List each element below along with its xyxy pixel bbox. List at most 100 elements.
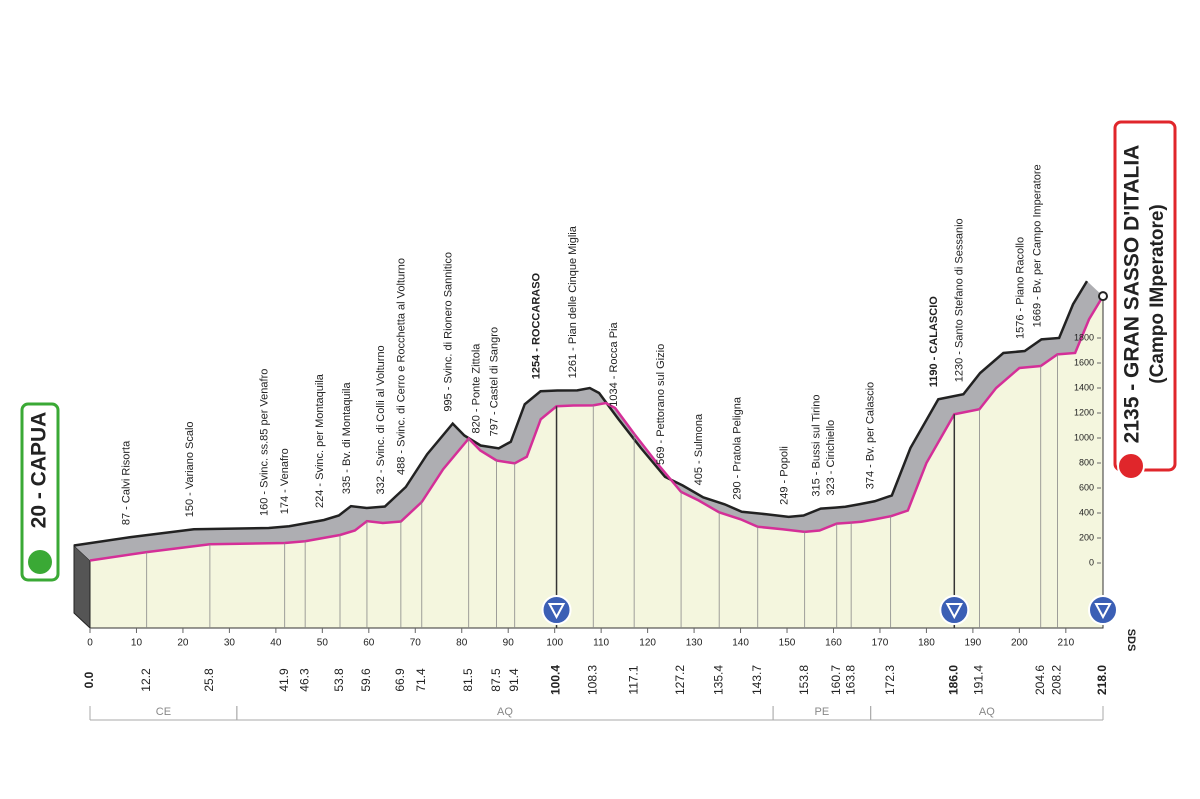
climb-circle <box>1088 595 1118 625</box>
waypoint-name: 290 - Pratola Peligna <box>732 396 744 500</box>
x-tick-label: 110 <box>593 638 609 649</box>
waypoint-km: 172.3 <box>883 665 897 695</box>
x-tick-label: 140 <box>732 638 749 649</box>
waypoint-km: 71.4 <box>414 668 428 692</box>
waypoint-name: 174 - Venafro <box>279 448 291 514</box>
y-tick-label: 1400 <box>1074 382 1094 392</box>
waypoint-name: 374 - Bv. per Calascio <box>865 382 877 489</box>
y-tick-label: 800 <box>1079 457 1094 467</box>
waypoint-name: 315 - Bussi sul Tirino <box>811 395 823 497</box>
start-icon <box>28 550 52 574</box>
waypoint-km: 81.5 <box>461 668 475 692</box>
waypoint-name: 1034 - Rocca Pia <box>608 321 620 406</box>
waypoint-name: 1230 - Santo Stefano di Sessanio <box>953 218 965 382</box>
x-tick-label: 90 <box>503 638 515 649</box>
y-tick-label: 1800 <box>1074 332 1094 342</box>
finish-subtitle: (Campo IMperatore) <box>1147 204 1168 383</box>
y-tick-label: 1000 <box>1074 432 1094 442</box>
waypoint-name: 1576 - Piano Racollo <box>1015 237 1027 339</box>
waypoint-name: 150 - Variano Scalo <box>184 421 196 517</box>
waypoint-km: 135.4 <box>711 665 725 695</box>
waypoint-name: 160 - Svinc. ss.85 per Venafro <box>259 369 271 516</box>
waypoint-km: 153.8 <box>797 665 811 695</box>
waypoint-name: 1261 - Pian delle Cinque Miglia <box>567 225 579 378</box>
waypoint-name: 995 - Svinc. di Rionero Sannitico <box>443 252 455 412</box>
x-tick-label: 70 <box>410 638 422 649</box>
x-tick-label: 30 <box>224 638 236 649</box>
climb-triangle <box>547 603 566 620</box>
region-label: PE <box>815 706 830 718</box>
x-tick-label: 60 <box>363 638 375 649</box>
x-tick-label: 20 <box>177 638 189 649</box>
x-tick-label: 0 <box>87 638 93 649</box>
finish-km: 218.0 <box>1095 665 1109 695</box>
x-tick-label: 80 <box>456 638 468 649</box>
finish-banner <box>1113 120 1177 472</box>
waypoint-km: 163.8 <box>843 665 857 695</box>
waypoint-name: 1669 - Bv. per Campo Imperatore <box>1031 164 1043 327</box>
waypoint-km: 191.4 <box>972 665 986 695</box>
y-tick-label: 0 <box>1089 557 1094 567</box>
waypoint-km: 100.4 <box>549 665 563 695</box>
finish-name: 2135 - GRAN SASSO D'ITALIA <box>1121 145 1144 444</box>
x-tick-label: 200 <box>1011 638 1028 649</box>
waypoint-name: 323 - Cirichiello <box>825 420 837 496</box>
waypoint-name: 405 - Sulmona <box>693 413 705 485</box>
x-tick-label: 100 <box>546 638 563 649</box>
waypoint-name: 1190 - CALASCIO <box>928 296 940 388</box>
climb-triangle <box>945 603 963 620</box>
climb-circle <box>939 595 970 625</box>
y-tick-label: 600 <box>1079 482 1094 492</box>
waypoint-km: 160.7 <box>829 665 843 695</box>
waypoint-km: 66.9 <box>393 668 407 692</box>
waypoint-km: 87.5 <box>489 668 503 692</box>
x-tick-label: 150 <box>779 638 796 649</box>
waypoint-name: 797 - Castel di Sangro <box>489 327 501 436</box>
waypoint-name: 569 - Pettorano sul Gizio <box>655 344 667 465</box>
x-tick-label: 180 <box>918 638 935 649</box>
y-tick-label: 1600 <box>1074 357 1094 367</box>
waypoint-name: 224 - Svinc. per Montaquila <box>314 373 326 508</box>
waypoint-km: 186.0 <box>946 665 960 695</box>
region-label: AQ <box>979 706 995 718</box>
waypoint-km: 208.2 <box>1050 665 1064 695</box>
region-label: AQ <box>497 706 513 718</box>
start-banner <box>20 402 60 582</box>
waypoint-km: 91.4 <box>507 668 521 692</box>
x-tick-label: 130 <box>686 638 703 649</box>
finish-icon <box>1117 452 1145 480</box>
waypoint-km: 41.9 <box>277 668 291 692</box>
x-tick-label: 190 <box>965 638 982 649</box>
x-tick-label: 120 <box>639 638 656 649</box>
x-tick-label: 170 <box>872 638 889 649</box>
waypoint-name: 332 - Svinc. di Colli al Volturno <box>375 345 387 494</box>
waypoint-km: 25.8 <box>202 668 216 692</box>
climb-circle <box>541 595 572 625</box>
x-tick-label: 40 <box>270 638 282 649</box>
waypoint-km: 204.6 <box>1033 665 1047 695</box>
x-tick-label: 10 <box>131 638 143 649</box>
waypoint-km: 143.7 <box>750 665 764 695</box>
y-tick-label: 1200 <box>1074 407 1094 417</box>
waypoint-name: 1254 - ROCCARASO <box>530 272 542 379</box>
waypoint-km: 12.2 <box>139 668 153 692</box>
start-km: 0.0 <box>82 671 96 688</box>
x-tick-label: 210 <box>1057 638 1074 649</box>
waypoint-km: 46.3 <box>297 668 311 692</box>
x-tick-label: 160 <box>825 638 842 649</box>
finish-dot <box>1098 291 1108 302</box>
credit: SDS <box>1125 629 1137 652</box>
waypoint-name: 335 - Bv. di Montaquila <box>341 382 353 495</box>
waypoint-km: 53.8 <box>332 668 346 692</box>
climb-triangle <box>1094 603 1112 620</box>
region-label: CE <box>156 706 171 718</box>
waypoint-km: 117.1 <box>626 665 640 694</box>
start-name: 20 - CAPUA <box>28 412 51 529</box>
y-tick-label: 400 <box>1079 507 1094 517</box>
x-tick-label: 50 <box>317 638 329 649</box>
waypoint-km: 108.3 <box>585 665 599 695</box>
waypoint-km: 59.6 <box>359 668 373 692</box>
y-tick-label: 200 <box>1079 532 1094 542</box>
waypoint-name: 249 - Popoli <box>779 446 791 505</box>
